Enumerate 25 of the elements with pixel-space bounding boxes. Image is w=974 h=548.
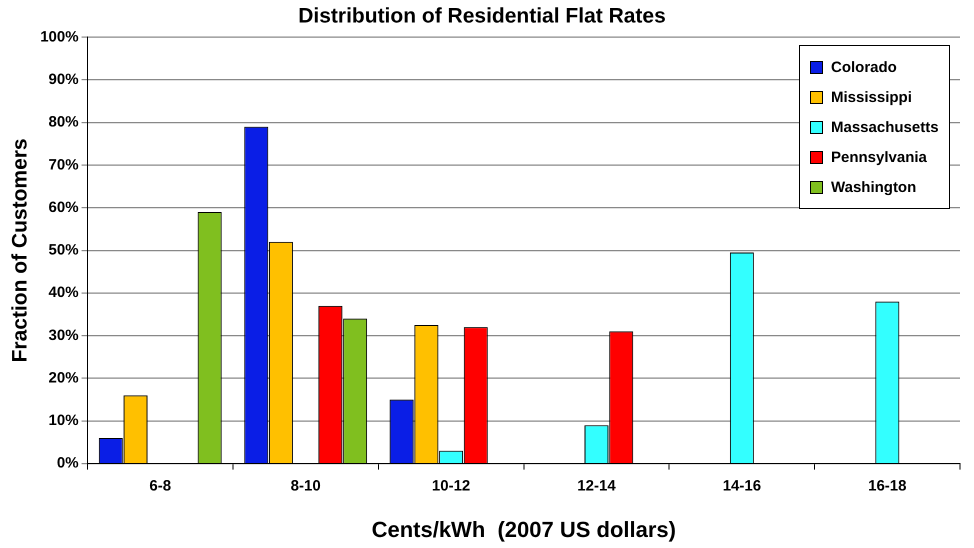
- y-tick-label: 80%: [48, 114, 79, 131]
- legend-label: Washington: [831, 178, 916, 196]
- y-tick-label: 10%: [48, 412, 79, 430]
- x-tick-label: 16-18: [868, 478, 906, 495]
- y-tick-label: 20%: [48, 369, 79, 386]
- x-tick-label: 12-14: [577, 478, 616, 495]
- legend-label: Massachusetts: [831, 118, 939, 136]
- y-axis-title: Fraction of Customers: [8, 138, 32, 362]
- x-axis-title: Cents/kWh (2007 US dollars): [372, 516, 676, 542]
- y-tick-label: 30%: [48, 326, 79, 344]
- chart-title: Distribution of Residential Flat Rates: [298, 4, 666, 28]
- y-tick-label: 60%: [48, 198, 79, 216]
- x-tick-label: 10-12: [432, 478, 470, 495]
- y-tick-label: 40%: [48, 284, 79, 302]
- legend-label: Pennsylvania: [831, 148, 927, 166]
- x-tick-label: 8-10: [290, 478, 321, 495]
- y-tick-label: 90%: [48, 70, 79, 88]
- x-tick-label: 14-16: [722, 478, 762, 495]
- y-tick-label: 100%: [40, 28, 79, 46]
- x-tick-label: 6-8: [149, 478, 172, 495]
- legend-label: Colorado: [831, 58, 897, 76]
- y-tick-label: 70%: [48, 156, 79, 174]
- legend-label: Mississippi: [831, 88, 912, 106]
- y-tick-label: 50%: [48, 242, 79, 259]
- y-tick-label: 0%: [56, 454, 79, 472]
